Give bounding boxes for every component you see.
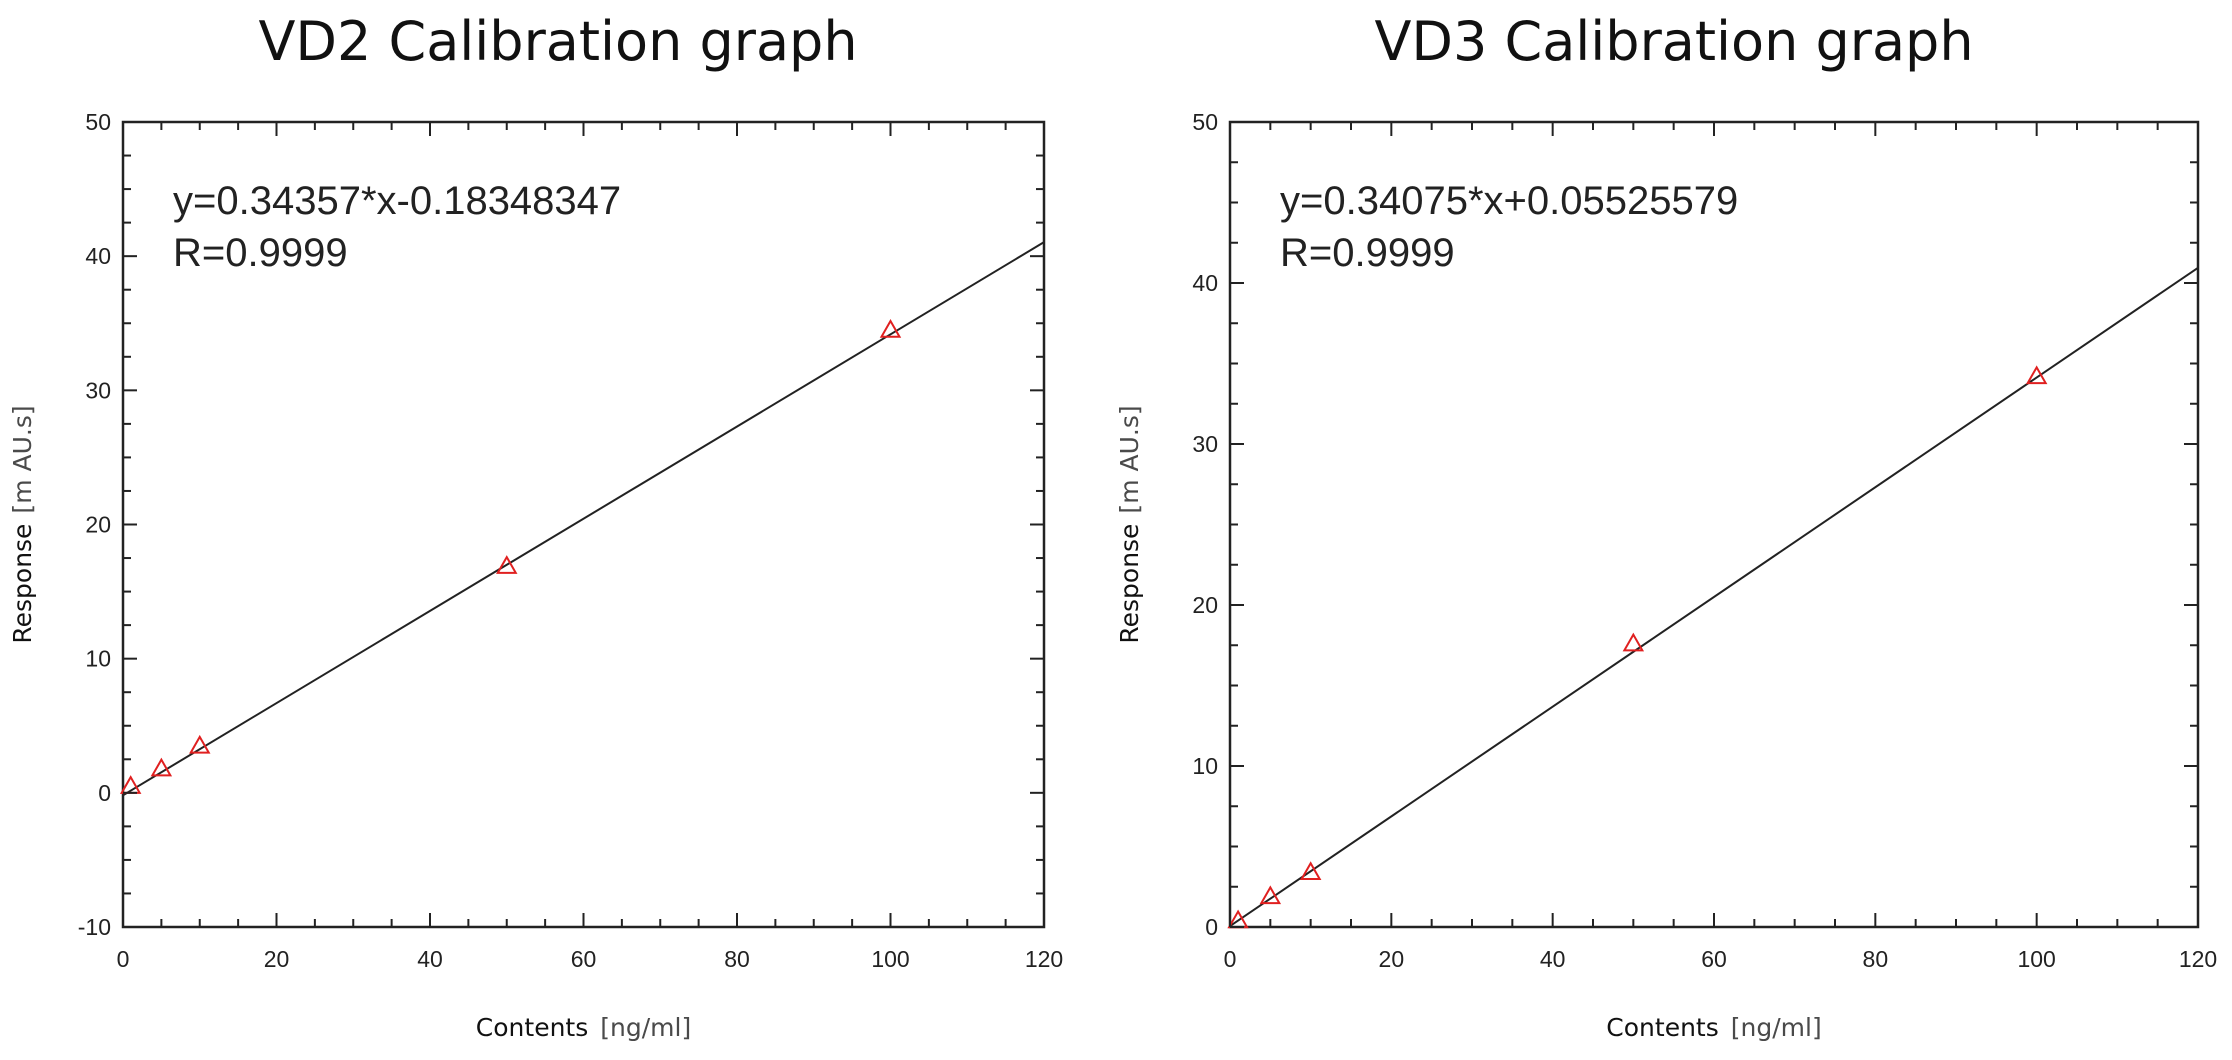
x-tick-label: 120 [1025,946,1063,972]
y-tick-label: 30 [1192,431,1218,457]
data-point-marker [189,734,211,754]
chart-panel-vd2: VD2 Calibration graph 0 20 40 60 80 100 120 -10… [8,10,1063,1042]
r-value-label: R=0.9999 [173,231,348,275]
y-axis-label: Response [8,524,37,644]
x-axis-title: Contents [ng/ml] [1606,1013,1821,1042]
x-tick-label: 120 [2179,946,2217,972]
y-axis-unit: [m AU.s] [8,405,37,513]
x-axis-label: Contents [1606,1013,1718,1042]
y-tick-label: 30 [85,377,111,403]
data-point-marker [2025,365,2048,385]
x-tick-label: 100 [871,946,909,972]
x-tick-label: 100 [2017,946,2055,972]
y-axis-unit: [m AU.s] [1116,405,1144,513]
data-point-marker [1259,885,1282,905]
r-value-label: R=0.9999 [1280,231,1455,275]
data-point-marker [1622,632,1645,652]
y-axis-title: Response [m AU.s] [1116,405,1144,643]
x-tick-label: 80 [724,946,750,972]
y-axis-title: Response [m AU.s] [8,405,37,643]
y-tick-label: 20 [1192,592,1218,618]
equation-label: y=0.34075*x+0.05525579 [1280,179,1738,223]
x-tick-label: 40 [1540,946,1566,972]
x-tick-label: 60 [1701,946,1727,972]
x-tick-label: 20 [1379,946,1405,972]
y-tick-label: 0 [98,780,111,806]
x-axis-title: Contents [ng/ml] [476,1013,691,1042]
y-tick-label: 50 [85,109,111,135]
y-tick-label: 40 [85,243,111,269]
data-point-marker [150,757,173,777]
chart-panel-vd3: VD3 Calibration graph 0 20 40 60 80 100 120 0 10… [1116,0,2232,1060]
data-point-marker [1299,861,1322,881]
chart-plot-vd3: 0 20 40 60 80 100 120 0 10 20 30 40 50 y=0.34075*x+0… [1116,109,2217,1042]
x-axis-unit: [ng/ml] [1731,1013,1822,1042]
x-axis-label: Contents [476,1013,588,1042]
y-tick-label: 20 [85,512,111,538]
y-tick-label: -10 [78,914,111,940]
x-tick-label: 20 [264,946,290,972]
regression-line [1229,266,2199,927]
x-tick-label: 60 [571,946,597,972]
y-tick-label: 10 [1192,753,1218,779]
data-point-marker [879,318,902,338]
equation-label: y=0.34357*x-0.18348347 [173,179,621,223]
chart-title: VD2 Calibration graph [258,10,858,73]
chart-title: VD3 Calibration graph [1374,10,1974,73]
x-tick-label: 40 [417,946,443,972]
y-tick-label: 40 [1192,270,1218,296]
y-tick-label: 0 [1205,914,1218,940]
data-point-marker [496,555,518,574]
x-tick-label: 0 [117,946,130,972]
x-tick-label: 0 [1224,946,1237,972]
x-tick-label: 80 [1863,946,1889,972]
regression-line [122,241,1045,797]
y-axis-label: Response [1116,524,1144,644]
y-tick-label: 50 [1192,109,1218,135]
y-tick-label: 10 [85,646,111,672]
x-axis-unit: [ng/ml] [600,1013,691,1042]
